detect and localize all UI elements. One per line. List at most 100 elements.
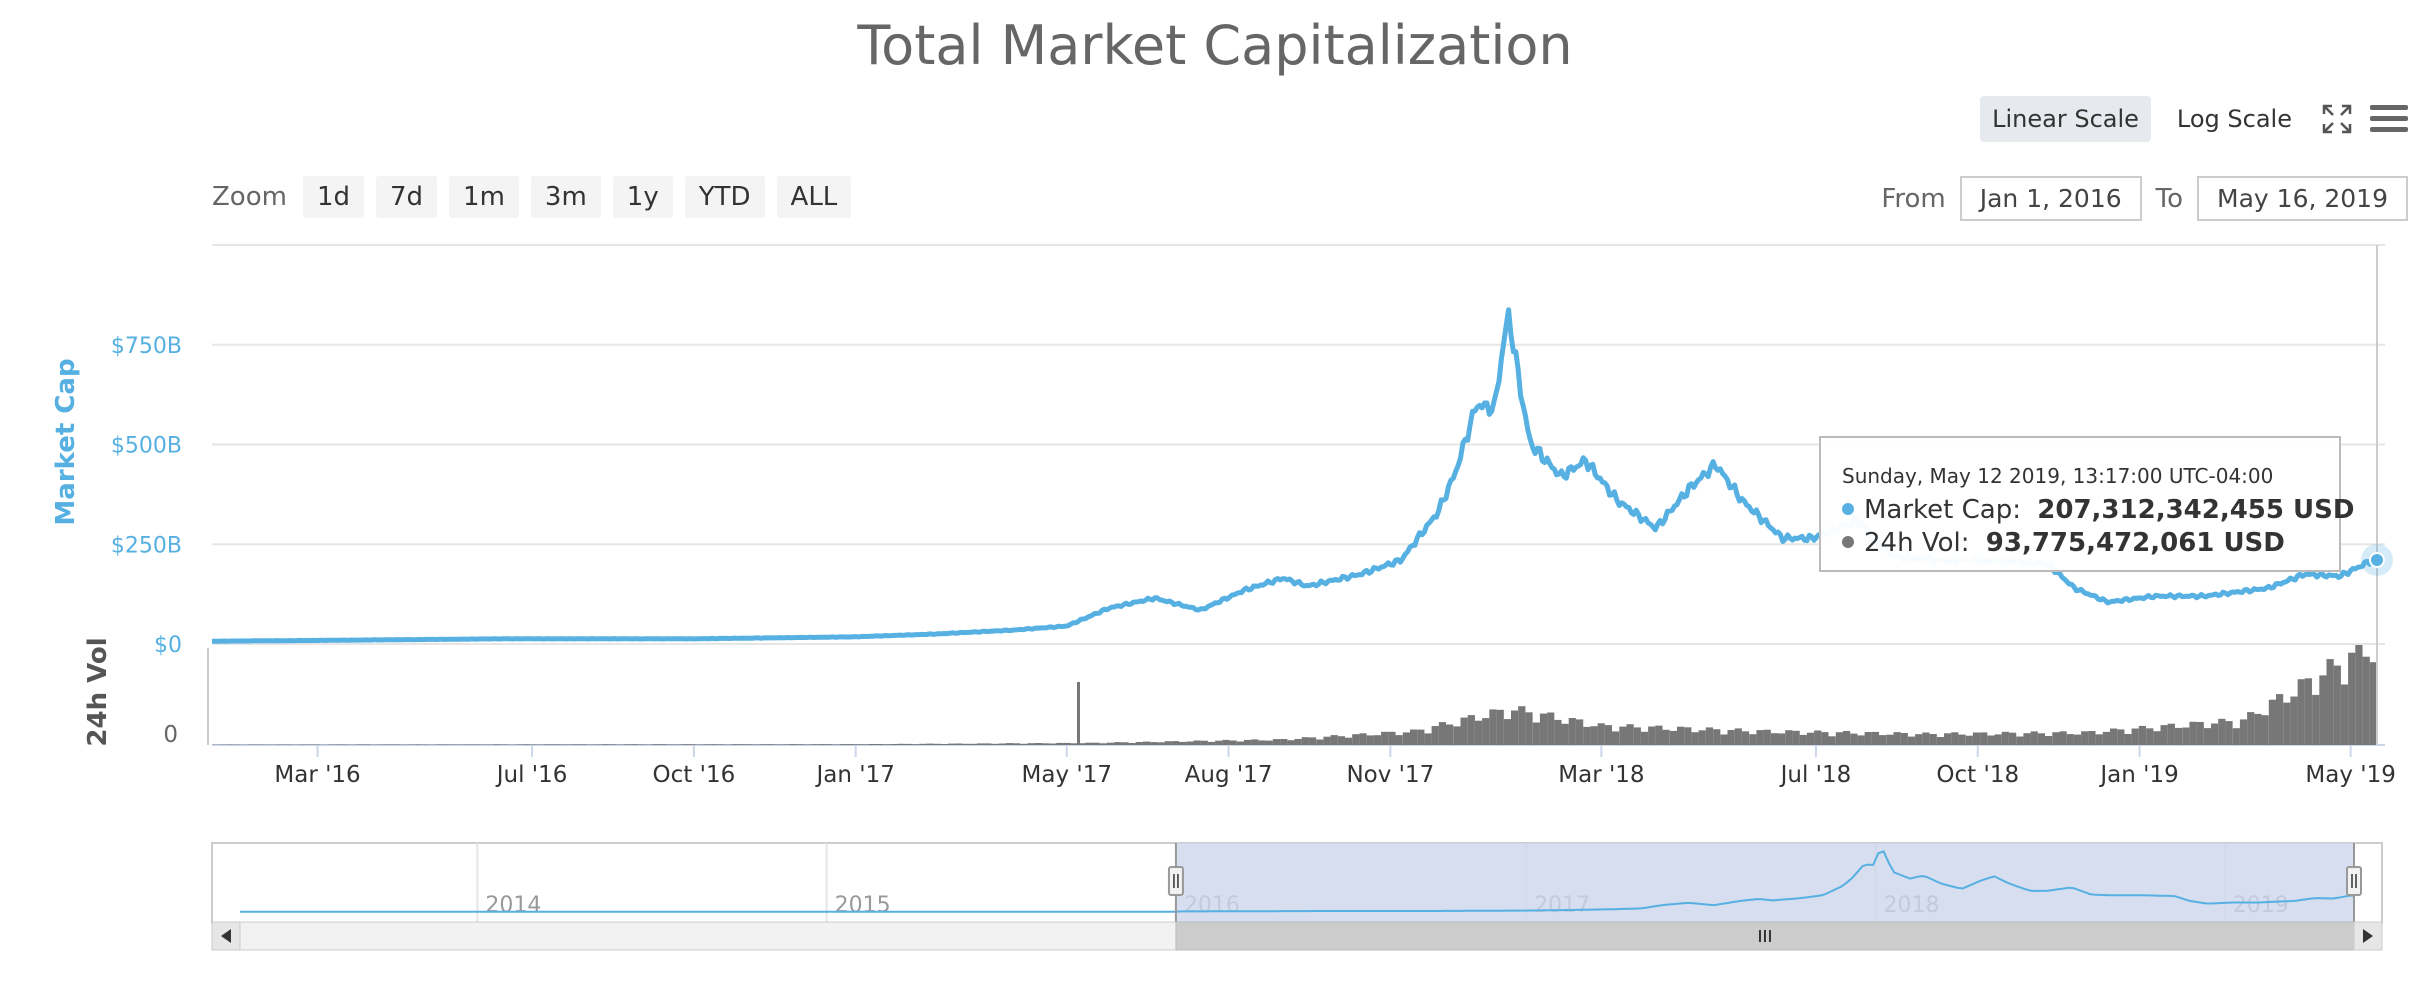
- volume-axis-label: 24h Vol: [83, 637, 113, 746]
- volume-bar: [1041, 743, 1050, 745]
- volume-bar: [1713, 729, 1721, 745]
- zoom-1y-button[interactable]: 1y: [612, 176, 673, 218]
- volume-bar: [1972, 732, 1981, 745]
- volume-bar: [868, 744, 876, 745]
- volume-bar: [580, 744, 588, 745]
- volume-bar: [1077, 682, 1080, 745]
- volume-bar: [565, 744, 573, 745]
- volume-tick-label: 0: [163, 722, 178, 748]
- volume-bar: [2146, 728, 2154, 745]
- volume-bar: [2203, 728, 2212, 745]
- x-tick-label: Aug '17: [1185, 762, 1273, 788]
- volume-bar: [710, 744, 718, 745]
- volume-bar: [471, 744, 480, 745]
- volume-bar: [2016, 736, 2024, 745]
- volume-bar: [486, 744, 494, 745]
- volume-bar: [623, 744, 631, 745]
- volume-bar: [1402, 732, 1411, 745]
- chart-title: Total Market Capitalization: [857, 14, 1573, 77]
- volume-bar: [2261, 715, 2269, 745]
- volume-bar: [724, 744, 732, 745]
- volume-bar: [1770, 733, 1779, 745]
- volume-bar: [1150, 742, 1158, 745]
- volume-bar: [334, 744, 342, 745]
- volume-bar: [1244, 739, 1252, 745]
- tooltip-date: Sunday, May 12 2019, 13:17:00 UTC-04:00: [1842, 464, 2273, 488]
- volume-bar: [1965, 735, 1973, 745]
- scrollbar[interactable]: [211, 921, 2383, 951]
- volume-bar: [897, 743, 905, 745]
- zoom-all-button[interactable]: ALL: [776, 176, 852, 218]
- volume-bar: [522, 744, 530, 745]
- x-tick-label: Oct '18: [1936, 762, 2019, 788]
- volume-bar: [948, 743, 956, 745]
- volume-bar: [1013, 743, 1021, 745]
- volume-bar: [457, 744, 465, 745]
- volume-bar: [2037, 733, 2046, 745]
- arrow-left-icon: [221, 929, 231, 943]
- zoom-1m-button[interactable]: 1m: [449, 176, 519, 218]
- volume-bar: [1482, 718, 1490, 745]
- volume-bar: [298, 744, 306, 745]
- volume-bar: [1799, 734, 1807, 745]
- zoom-1d-button[interactable]: 1d: [302, 176, 364, 218]
- volume-bar: [998, 743, 1006, 745]
- volume-bar: [1251, 739, 1259, 745]
- volume-bar: [2218, 718, 2226, 745]
- volume-bar: [1907, 736, 1916, 745]
- y-tick-label: $500B: [111, 434, 182, 459]
- volume-bar: [435, 744, 443, 745]
- linear-scale-button[interactable]: Linear Scale: [1980, 96, 2151, 142]
- volume-bar: [2225, 721, 2233, 745]
- to-date-input[interactable]: May 16, 2019: [2197, 176, 2408, 221]
- volume-bar: [378, 744, 386, 745]
- volume-bar: [1359, 733, 1367, 745]
- volume-bar: [500, 744, 508, 745]
- volume-bar: [803, 744, 812, 745]
- volume-bar: [2073, 734, 2082, 745]
- zoom-ytd-button[interactable]: YTD: [684, 176, 765, 218]
- volume-bar: [731, 744, 739, 745]
- volume-bar: [1987, 735, 1995, 745]
- volume-bar: [2023, 733, 2031, 745]
- y-axis-label: Market Cap: [51, 358, 81, 525]
- volume-bar: [1489, 709, 1497, 745]
- tooltip: Sunday, May 12 2019, 13:17:00 UTC-04:00 …: [1819, 436, 2354, 572]
- navigator-handle[interactable]: [2346, 866, 2362, 896]
- volume-bar: [789, 744, 797, 745]
- x-axis-ticks: Mar '16 Jul '16 Oct '16 Jan '17 May '17 Aug '…: [274, 745, 2396, 788]
- volume-bar: [442, 744, 451, 745]
- fullscreen-icon[interactable]: [2318, 100, 2356, 138]
- log-scale-button[interactable]: Log Scale: [2176, 105, 2292, 133]
- volume-bar: [2304, 678, 2313, 745]
- volume-bar: [1590, 726, 1598, 745]
- volume-bar: [1049, 743, 1057, 745]
- from-date-input[interactable]: Jan 1, 2016: [1959, 176, 2142, 221]
- svg-text:24h Vol: 93,775,472,061: 24h Vol: 93,775,472,061 USD: [1864, 528, 2285, 558]
- volume-bar: [356, 744, 364, 745]
- navigator-selection[interactable]: [1175, 843, 2354, 923]
- volume-bar: [1756, 730, 1764, 745]
- volume-bar: [1994, 734, 2002, 745]
- volume-bar: [2160, 725, 2168, 745]
- zoom-3m-button[interactable]: 3m: [530, 176, 601, 218]
- navigator-handle[interactable]: [1167, 866, 1184, 896]
- volume-bar: [666, 744, 674, 745]
- volume-bar: [1900, 733, 1908, 745]
- volume-bar: [536, 744, 545, 745]
- volume-bar: [1366, 735, 1374, 745]
- volume-bar: [1135, 742, 1143, 745]
- volume-bar: [1496, 709, 1504, 745]
- volume-bar: [854, 744, 862, 745]
- menu-icon[interactable]: [2370, 100, 2408, 138]
- volume-bar: [1857, 735, 1865, 745]
- volume-bar: [933, 743, 941, 745]
- volume-bar: [2362, 656, 2370, 745]
- zoom-7d-button[interactable]: 7d: [376, 176, 438, 218]
- volume-bar: [327, 744, 335, 745]
- x-tick-label: May '19: [2305, 762, 2395, 788]
- volume-bar: [681, 744, 689, 745]
- volume-bar: [659, 744, 667, 745]
- volume-bar: [2196, 722, 2204, 745]
- volume-bar: [760, 744, 768, 745]
